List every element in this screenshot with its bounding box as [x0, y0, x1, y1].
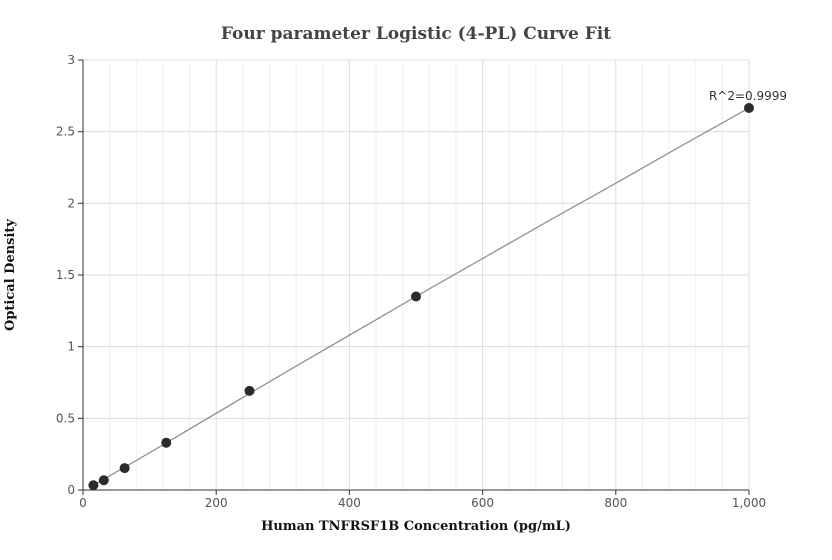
x-tick-labels: 0 200 400 600 800 1,000 [79, 490, 766, 510]
data-point [161, 437, 172, 448]
data-point [244, 385, 255, 396]
y-tick-label: 2.5 [56, 125, 75, 139]
y-tick-label: 3 [67, 53, 75, 67]
data-point [744, 103, 754, 114]
fit-curve [93, 107, 750, 486]
data-points [88, 103, 754, 491]
x-tick-label: 600 [471, 496, 494, 510]
y-axis-label: Optical Density [3, 219, 18, 331]
data-point [98, 475, 109, 486]
data-point [119, 463, 130, 474]
y-tick-label: 1 [67, 340, 75, 354]
y-tick-label: 2 [67, 196, 75, 210]
y-tick-labels: 0 0.5 1 1.5 2 2.5 3 [56, 53, 83, 497]
data-point [88, 480, 99, 491]
data-point [411, 291, 421, 302]
x-tick-label: 200 [205, 496, 228, 510]
x-tick-label: 1,000 [732, 496, 766, 510]
chart-title: Four parameter Logistic (4-PL) Curve Fit [221, 24, 611, 44]
x-tick-label: 0 [79, 496, 87, 510]
x-tick-label: 400 [338, 496, 361, 510]
x-tick-label: 800 [604, 496, 627, 510]
x-axis-label: Human TNFRSF1B Concentration (pg/mL) [261, 519, 571, 534]
grid [83, 59, 750, 490]
y-tick-label: 1.5 [56, 268, 75, 282]
y-tick-label: 0 [67, 483, 75, 497]
y-tick-label: 0.5 [56, 411, 75, 425]
r-squared-annotation: R^2=0.9999 [709, 89, 787, 103]
